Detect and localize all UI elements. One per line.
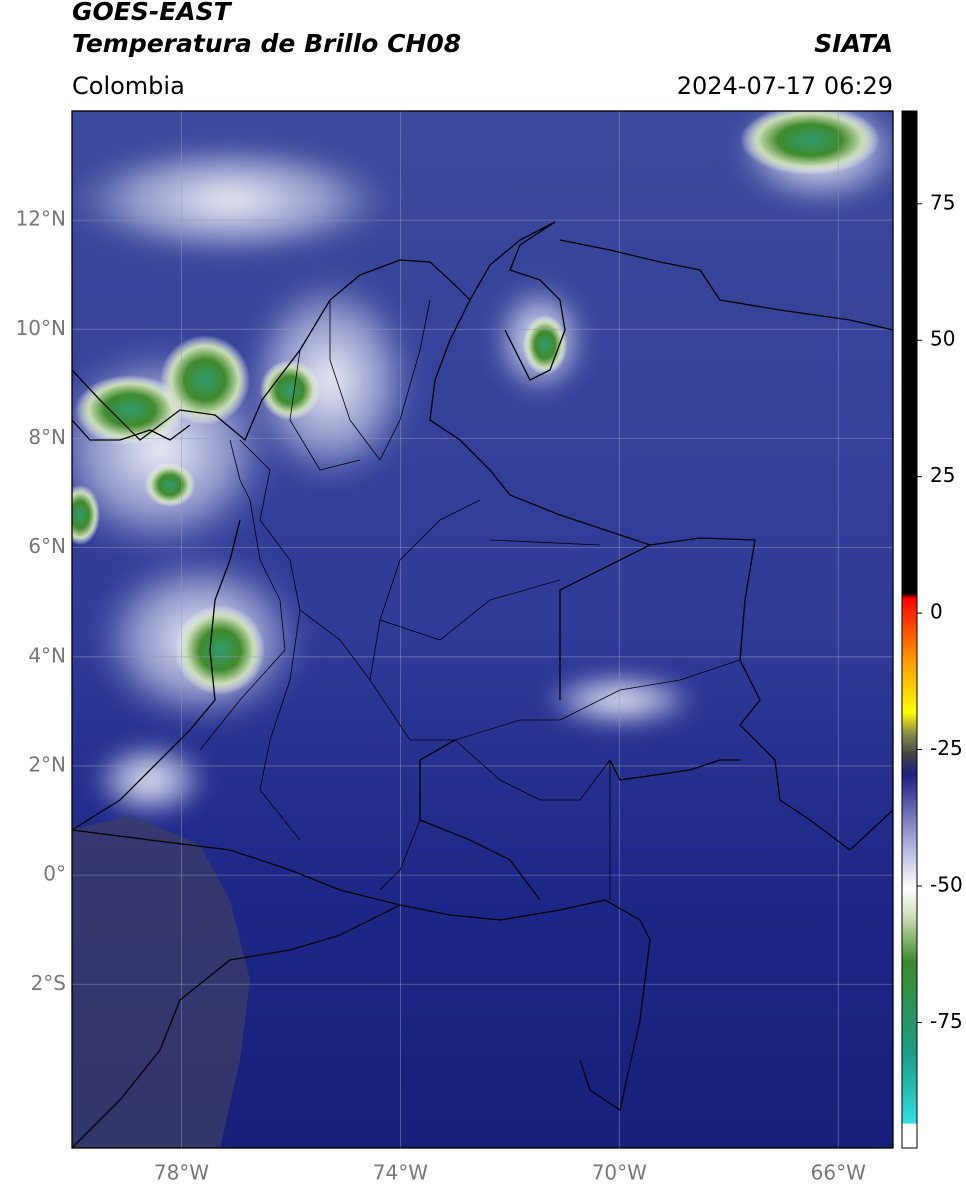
colorbar-tick-label: -25 xyxy=(930,736,963,760)
departments xyxy=(199,299,741,900)
colorbar-ticks: 75 50 25 0 -25 -50 -75 xyxy=(917,190,963,1033)
datetime: 2024-07-17 06:29 xyxy=(677,72,893,100)
region: Colombia xyxy=(72,72,185,100)
lon-tick-label: 70°W xyxy=(592,1161,647,1185)
lat-tick-label: 2°N xyxy=(28,752,66,776)
lat-tick-label: 12°N xyxy=(16,207,66,231)
lat-tick-label: 10°N xyxy=(16,316,66,340)
map-imagery xyxy=(72,111,893,1148)
title: GOES-EAST xyxy=(72,0,233,26)
title: Temperatura de Brillo CH08 xyxy=(72,29,461,58)
land-mask xyxy=(72,815,250,1148)
map-frame xyxy=(71,110,894,1149)
cold-tops xyxy=(72,111,880,695)
borders xyxy=(72,221,893,1148)
lat-labels: 12°N 10°N 8°N 6°N 4°N 2°N 0° 2°S xyxy=(16,207,66,995)
colorbar-tick-label: 0 xyxy=(930,600,943,624)
lat-tick-label: 6°N xyxy=(28,534,66,558)
colorbar-tick-label: 75 xyxy=(930,190,955,214)
grid xyxy=(72,111,893,1148)
lat-tick-label: 4°N xyxy=(28,643,66,667)
lat-tick-label: 2°S xyxy=(31,971,66,995)
lon-tick-label: 74°W xyxy=(373,1161,428,1185)
colorbar-tick-label: 25 xyxy=(930,463,955,487)
lat-tick-label: 8°N xyxy=(28,425,66,449)
lat-tick-label: 0° xyxy=(43,862,66,886)
colorbar xyxy=(901,110,918,1149)
agency: SIATA xyxy=(814,29,893,58)
colorbar-tick-label: -50 xyxy=(930,873,963,897)
colorbar-tick-label: 50 xyxy=(930,327,955,351)
colorbar-tick-label: -75 xyxy=(930,1009,963,1033)
lon-tick-label: 78°W xyxy=(154,1161,209,1185)
lon-tick-label: 66°W xyxy=(811,1161,866,1185)
lon-labels: 78°W 74°W 70°W 66°W xyxy=(154,1161,866,1185)
